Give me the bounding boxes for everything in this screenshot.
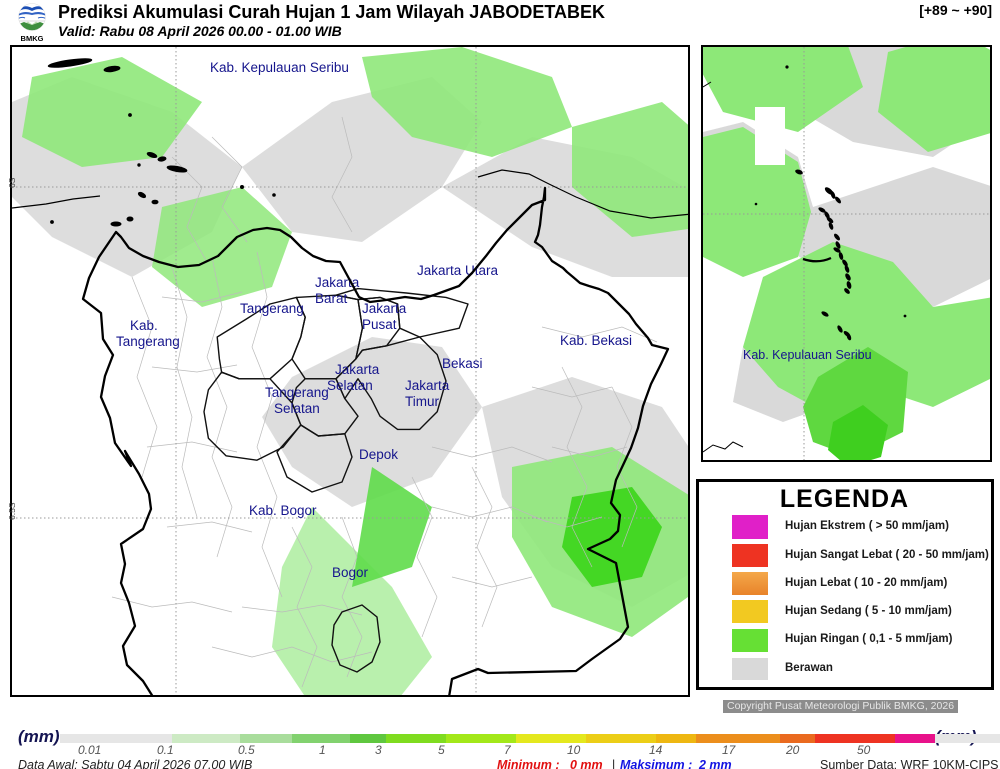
- svg-text:Barat: Barat: [315, 291, 348, 306]
- svg-text:Kab. Bekasi: Kab. Bekasi: [560, 333, 632, 348]
- svg-text:Bekasi: Bekasi: [442, 356, 483, 371]
- svg-text:Pusat: Pusat: [362, 317, 397, 332]
- svg-text:Tangerang: Tangerang: [240, 301, 304, 316]
- svg-text:Kab. Kepulauan Seribu: Kab. Kepulauan Seribu: [743, 348, 872, 362]
- svg-text:Depok: Depok: [359, 447, 398, 462]
- svg-text:Kab.: Kab.: [130, 318, 158, 333]
- svg-text:Bogor: Bogor: [332, 565, 369, 580]
- svg-text:Timur: Timur: [405, 394, 439, 409]
- svg-text:Kab. Kepulauan Seribu: Kab. Kepulauan Seribu: [210, 60, 349, 75]
- svg-text:Jakarta: Jakarta: [405, 378, 450, 393]
- svg-text:Jakarta: Jakarta: [335, 362, 380, 377]
- svg-text:Jakarta: Jakarta: [362, 301, 407, 316]
- svg-text:Tangerang: Tangerang: [265, 385, 329, 400]
- svg-text:Kab. Bogor: Kab. Bogor: [249, 503, 317, 518]
- svg-text:Selatan: Selatan: [274, 401, 320, 416]
- svg-text:Jakarta Utara: Jakarta Utara: [417, 263, 499, 278]
- svg-text:BMKG: BMKG: [21, 34, 44, 42]
- svg-text:Selatan: Selatan: [327, 378, 373, 393]
- svg-text:Tangerang: Tangerang: [116, 334, 180, 349]
